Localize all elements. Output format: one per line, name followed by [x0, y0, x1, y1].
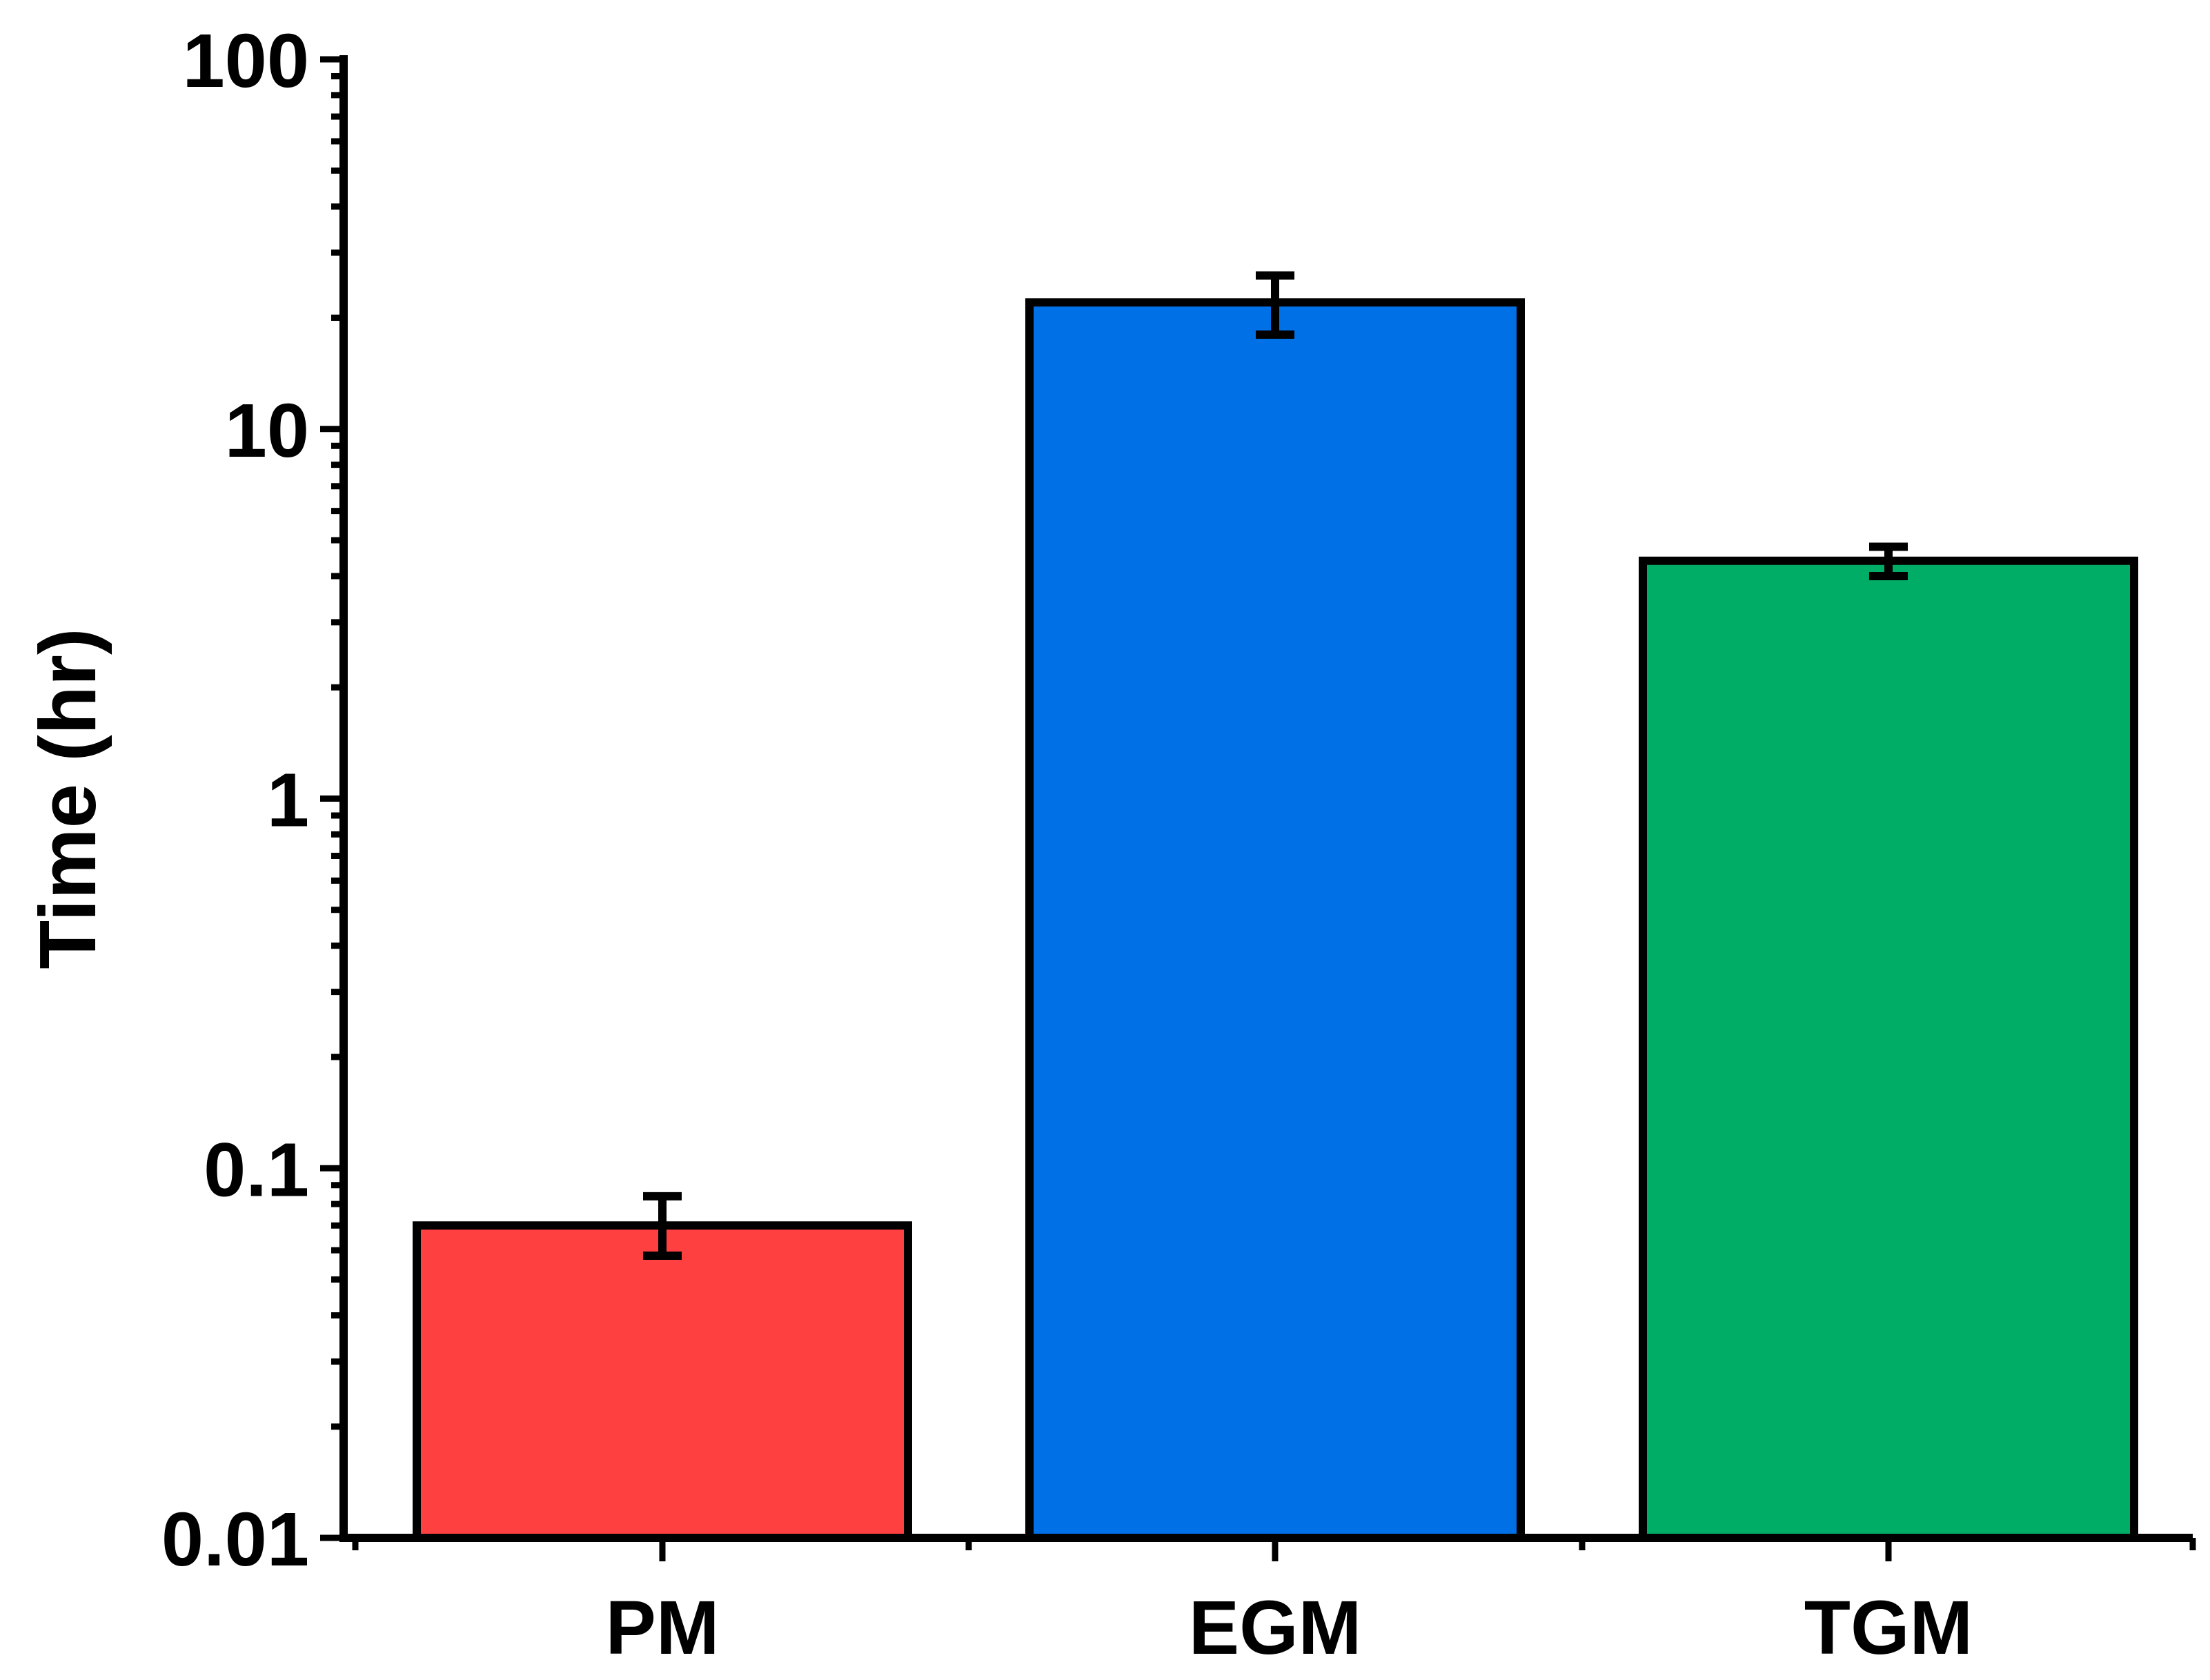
x-tick-label: TGM [1804, 1585, 1973, 1670]
bar-tgm [1639, 556, 2138, 1542]
y-tick-label: 0.01 [161, 1497, 309, 1582]
bars-group [413, 298, 2138, 1543]
y-tick-label: 0.1 [204, 1127, 309, 1212]
x-tick-label: EGM [1189, 1585, 1362, 1670]
x-tick-label: PM [606, 1585, 720, 1670]
y-tick-label: 1 [267, 758, 309, 843]
y-ticks-group: 0.01 0.1 1 10 100 [161, 19, 344, 1582]
bar-pm [413, 1221, 912, 1543]
bar-egm [1025, 298, 1525, 1543]
y-axis-title: Time (hr) [23, 628, 112, 969]
plot-area: 0.01 0.1 1 10 100 PM EGM TGM [161, 19, 2196, 1670]
y-tick-label: 10 [225, 388, 309, 473]
x-ticks-group: PM EGM TGM [352, 1538, 2196, 1670]
y-tick-label: 100 [182, 19, 309, 103]
error-bars-group [643, 271, 1908, 1260]
